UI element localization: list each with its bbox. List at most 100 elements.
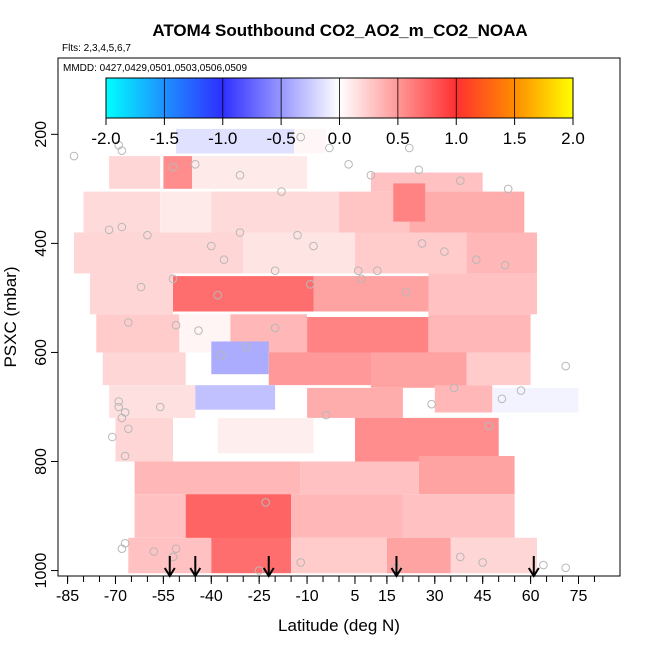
heatmap-cell bbox=[402, 494, 515, 538]
sample-points bbox=[69, 132, 571, 575]
heatmap-cell bbox=[176, 128, 295, 154]
sample-point bbox=[171, 320, 181, 330]
colorbar-tick-label: 1.5 bbox=[503, 129, 527, 148]
heatmap-cell bbox=[294, 128, 327, 154]
sample-point bbox=[117, 222, 127, 232]
sample-point bbox=[117, 413, 127, 423]
sample-point bbox=[254, 566, 264, 575]
heatmap-cell bbox=[96, 314, 180, 353]
sample-point bbox=[124, 424, 133, 434]
heatmap-cell bbox=[307, 317, 429, 358]
x-tick-label: -85 bbox=[56, 588, 79, 605]
heatmap-cell bbox=[450, 537, 537, 574]
colorbar-tick-label: -0.5 bbox=[266, 129, 295, 148]
x-tick-label: -10 bbox=[296, 588, 319, 605]
sample-point bbox=[296, 558, 306, 567]
sample-point bbox=[456, 552, 465, 562]
colorbar-tick-label: -1.5 bbox=[150, 129, 179, 148]
sample-point bbox=[120, 539, 130, 548]
heatmap-cell bbox=[211, 191, 339, 233]
sample-point bbox=[114, 402, 123, 412]
sample-point bbox=[114, 397, 123, 406]
sample-point bbox=[357, 274, 366, 284]
sample-point bbox=[261, 498, 270, 507]
sample-point bbox=[168, 274, 178, 284]
sample-point bbox=[325, 143, 334, 153]
sample-point bbox=[168, 162, 178, 172]
colorbar-ticks: -2.0 -1.5 -1.0 -0.5 0.0 0.5 1.0 1.5 2.0 bbox=[91, 78, 585, 148]
sample-point bbox=[353, 266, 363, 276]
sample-point bbox=[401, 288, 411, 297]
sample-point bbox=[270, 323, 280, 333]
y-tick-label: 800 bbox=[33, 448, 50, 475]
x-tick-label: 75 bbox=[570, 588, 588, 605]
x-tick-label: 30 bbox=[426, 588, 444, 605]
x-tick-label: 45 bbox=[474, 588, 492, 605]
heatmap-cell bbox=[355, 232, 467, 274]
heatmap-cell bbox=[370, 172, 483, 192]
sample-point bbox=[293, 230, 302, 240]
heatmap-cell bbox=[370, 352, 467, 388]
heatmap-cell bbox=[211, 537, 292, 574]
x-tick-label: -40 bbox=[200, 588, 223, 605]
sample-point bbox=[427, 399, 436, 409]
heatmap-cell bbox=[83, 191, 161, 233]
y-axis-label: PSXC (mbar) bbox=[1, 266, 20, 367]
heatmap-cell bbox=[418, 456, 515, 495]
sample-point bbox=[503, 184, 513, 194]
sample-point bbox=[207, 241, 216, 251]
sample-point bbox=[136, 282, 146, 292]
heatmap-cell bbox=[192, 156, 308, 189]
sample-point bbox=[472, 255, 481, 265]
y-tick-label: 200 bbox=[33, 121, 50, 148]
sample-point bbox=[516, 386, 526, 395]
heatmap-cell bbox=[134, 461, 301, 495]
sample-point bbox=[235, 170, 245, 180]
x-tick-label: 5 bbox=[351, 588, 360, 605]
sample-point bbox=[191, 160, 200, 169]
sample-point bbox=[405, 143, 414, 153]
sample-point bbox=[213, 290, 222, 300]
heatmap-cell bbox=[291, 494, 403, 538]
heatmap-cell bbox=[74, 232, 244, 274]
sample-point bbox=[270, 266, 280, 276]
sample-point bbox=[242, 342, 251, 352]
heatmap-cell bbox=[173, 276, 314, 312]
sample-point bbox=[124, 318, 133, 327]
x-tick-label: -70 bbox=[104, 588, 127, 605]
x-tick-label: 60 bbox=[522, 588, 540, 605]
y-tick-label: 400 bbox=[33, 230, 50, 257]
sample-point bbox=[155, 402, 165, 412]
sample-point bbox=[456, 176, 465, 185]
heatmap-cell bbox=[211, 341, 269, 375]
sample-point bbox=[117, 146, 127, 155]
heatmap-cell bbox=[134, 494, 186, 538]
heatmap-cell bbox=[185, 494, 292, 541]
heatmap-layer bbox=[74, 128, 579, 574]
y-axis: 200 400 600 800 1000 bbox=[33, 121, 58, 588]
sample-point bbox=[497, 394, 507, 404]
sample-point bbox=[561, 563, 571, 573]
sample-point bbox=[321, 410, 331, 420]
heatmap-cell bbox=[409, 191, 525, 233]
sample-point bbox=[484, 421, 494, 431]
heatmap-cell bbox=[102, 352, 186, 386]
sample-point bbox=[539, 560, 548, 570]
heatmap-cell bbox=[492, 387, 579, 413]
sample-point bbox=[235, 228, 245, 237]
x-tick-label: -25 bbox=[248, 588, 271, 605]
y-tick-label: 600 bbox=[33, 339, 50, 366]
colorbar-tick-label: -1.0 bbox=[208, 129, 237, 148]
sample-point bbox=[277, 187, 286, 196]
sample-point bbox=[69, 151, 79, 161]
heatmap-cell bbox=[466, 352, 531, 386]
sample-point bbox=[440, 247, 449, 256]
sample-point bbox=[296, 132, 306, 142]
colorbar: -2.0 -1.5 -1.0 -0.5 0.0 0.5 1.0 1.5 2.0 bbox=[91, 77, 585, 148]
sample-point bbox=[373, 266, 382, 276]
sample-point bbox=[120, 451, 130, 461]
heatmap-cell bbox=[160, 191, 212, 233]
heatmap-cell bbox=[428, 314, 531, 353]
heatmap-cell bbox=[217, 417, 314, 454]
sample-point bbox=[414, 165, 424, 175]
